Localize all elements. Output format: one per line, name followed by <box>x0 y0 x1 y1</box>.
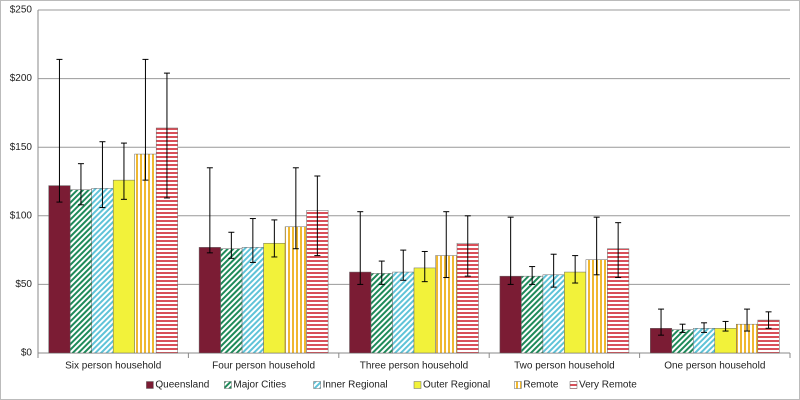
legend-swatch <box>224 381 232 389</box>
bar <box>220 248 243 354</box>
bar <box>112 179 135 354</box>
bar <box>134 153 157 354</box>
legend-label: Very Remote <box>579 380 637 391</box>
bar <box>69 189 92 354</box>
legend-label: Remote <box>523 380 558 391</box>
bar <box>714 328 737 354</box>
legend-label: Queensland <box>155 380 209 391</box>
legend-swatch <box>413 381 422 389</box>
bar <box>671 329 694 354</box>
x-tick-label: Six person household <box>65 361 161 372</box>
bar <box>241 247 264 354</box>
legend-label: Outer Regional <box>423 380 490 391</box>
bar <box>521 275 544 354</box>
y-tick-label: $200 <box>10 73 33 84</box>
bar <box>48 185 71 354</box>
bar <box>370 273 393 354</box>
legend-swatch <box>514 381 522 389</box>
legend-label: Inner Regional <box>323 380 388 391</box>
y-tick-label: $0 <box>21 348 33 359</box>
x-tick-label: Two person household <box>514 361 615 372</box>
y-tick-label: $50 <box>15 279 32 290</box>
legend-swatch <box>146 381 154 389</box>
legend-label: Major Cities <box>233 380 286 391</box>
y-tick-label: $150 <box>10 142 33 153</box>
bar <box>263 242 286 354</box>
legend-swatch <box>313 381 321 389</box>
x-tick-label: Four person household <box>212 361 315 372</box>
bar <box>91 188 114 354</box>
y-tick-label: $250 <box>10 5 33 16</box>
bar <box>392 271 415 354</box>
legend-swatch <box>569 381 578 389</box>
x-tick-label: One person household <box>664 361 765 372</box>
y-tick-label: $100 <box>10 210 33 221</box>
x-tick-label: Three person household <box>360 361 468 372</box>
bar <box>499 275 522 354</box>
bar <box>198 247 221 354</box>
bar <box>564 271 587 354</box>
